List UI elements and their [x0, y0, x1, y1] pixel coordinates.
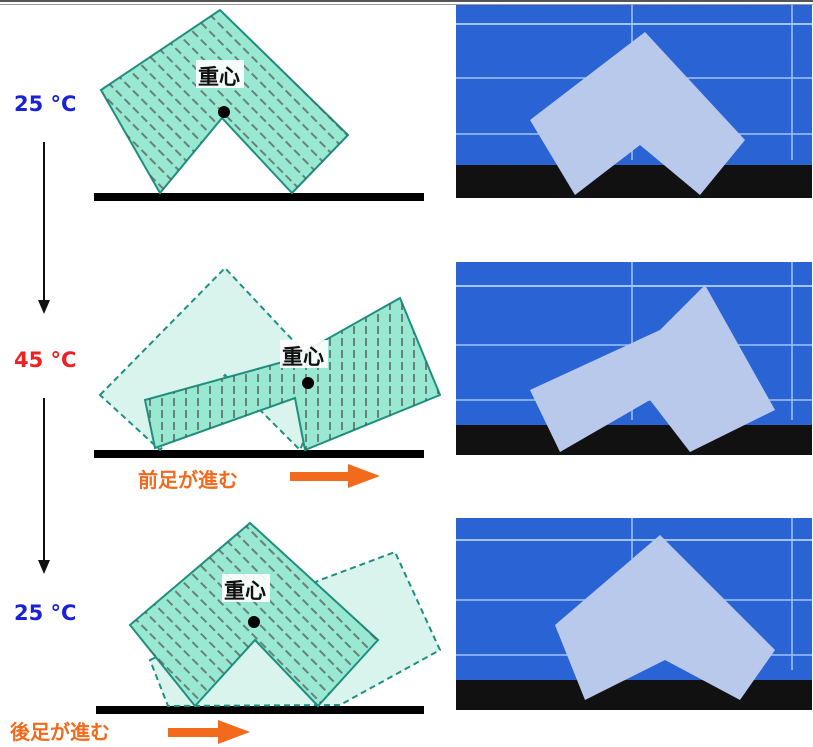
- back-foot-caption: 後足が進む: [10, 720, 110, 744]
- forward-arrow-2: [168, 720, 250, 744]
- down-arrow-2: [38, 398, 50, 574]
- photo-stage-1: [456, 5, 812, 198]
- temperature-label-stage-3: 25 °C: [14, 601, 77, 625]
- center-of-gravity-label-2: 重心: [282, 345, 324, 369]
- gel-walker-stage-1: 重心: [99, 8, 350, 195]
- top-border: [0, 0, 813, 2]
- gel-walker-stage-2: 重心: [98, 266, 442, 452]
- temperature-label-stage-1: 25 °C: [14, 92, 77, 116]
- center-of-gravity-label-3: 重心: [224, 579, 266, 603]
- center-of-gravity-dot-3: [248, 616, 260, 628]
- photo-stage-3: [456, 518, 812, 710]
- center-of-gravity-dot-1: [218, 106, 230, 118]
- front-foot-caption: 前足が進む: [138, 468, 238, 492]
- down-arrow-1: [38, 142, 50, 314]
- ground-line-2: [94, 450, 424, 458]
- ground-line-3: [96, 706, 424, 714]
- ground-line-1: [94, 193, 424, 201]
- temperature-label-stage-2: 45 °C: [14, 348, 77, 372]
- center-of-gravity-dot-2: [302, 377, 314, 389]
- gel-walker-stage-3: 重心: [128, 521, 442, 708]
- top-border-thin: [0, 4, 813, 5]
- center-of-gravity-label-1: 重心: [198, 65, 240, 89]
- photo-stage-2: [456, 262, 812, 455]
- forward-arrow-1: [290, 464, 380, 488]
